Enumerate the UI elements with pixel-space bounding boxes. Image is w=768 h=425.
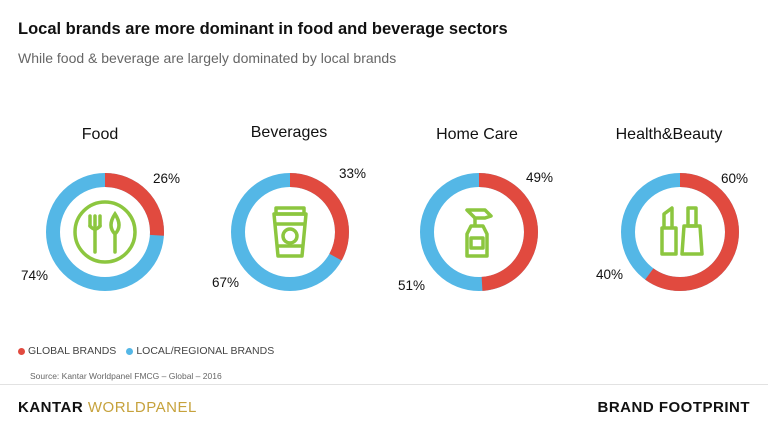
food-global-pct: 26%	[153, 171, 181, 186]
chart-title-home-care: Home Care	[436, 126, 518, 143]
legend: GLOBAL BRANDS LOCAL/REGIONAL BRANDS	[18, 345, 274, 357]
legend-global-label: GLOBAL BRANDS	[28, 345, 117, 357]
brand-footprint-logo: BRAND FOOTPRINT	[597, 399, 750, 416]
chart-title-health-beauty: Health&Beauty	[615, 126, 723, 143]
health-beauty-global-pct: 60%	[721, 171, 749, 186]
donut-chart-beverages	[231, 173, 349, 291]
beverages-local-pct: 67%	[212, 275, 240, 290]
legend-global-swatch	[18, 347, 25, 355]
beverages-global-pct: 33%	[339, 166, 367, 181]
health-beauty-local-pct: 40%	[596, 267, 624, 282]
home-care-global-pct: 49%	[526, 170, 554, 185]
donut-chart-home-care	[420, 173, 538, 291]
page-subtitle: While food & beverage are largely domina…	[18, 50, 397, 66]
donut-chart-health-beauty	[621, 173, 739, 291]
donut-chart-food	[46, 173, 164, 291]
chart-title-food: Food	[81, 126, 119, 143]
kantar-logo-text: KANTAR	[18, 399, 84, 416]
worldpanel-logo-text: WORLDPANEL	[87, 399, 197, 416]
source-note: Source: Kantar Worldpanel FMCG – Global …	[30, 371, 222, 381]
legend-item-global: GLOBAL BRANDS	[18, 345, 116, 357]
plate-fork-leaf-icon	[73, 200, 137, 264]
lipstick-nail-polish-icon	[660, 206, 704, 256]
legend-local-label: LOCAL/REGIONAL BRANDS	[136, 345, 275, 357]
page-title: Local brands are more dominant in food a…	[18, 20, 508, 38]
footer-divider	[0, 384, 768, 385]
beverages-global-slice	[231, 173, 349, 291]
food-global-slice	[46, 173, 164, 291]
coffee-cup-icon	[272, 206, 308, 258]
health-beauty-global-slice	[621, 173, 739, 291]
legend-local-swatch	[126, 347, 134, 355]
home-care-local-pct: 51%	[398, 278, 426, 293]
home-care-global-slice	[420, 173, 538, 291]
chart-title-beverages: Beverages	[250, 124, 328, 141]
legend-item-local: LOCAL/REGIONAL BRANDS	[126, 345, 274, 357]
kantar-worldpanel-logo: KANTAR WORLDPANEL	[18, 399, 197, 416]
spray-bottle-icon	[465, 208, 493, 258]
food-local-pct: 74%	[21, 268, 49, 283]
